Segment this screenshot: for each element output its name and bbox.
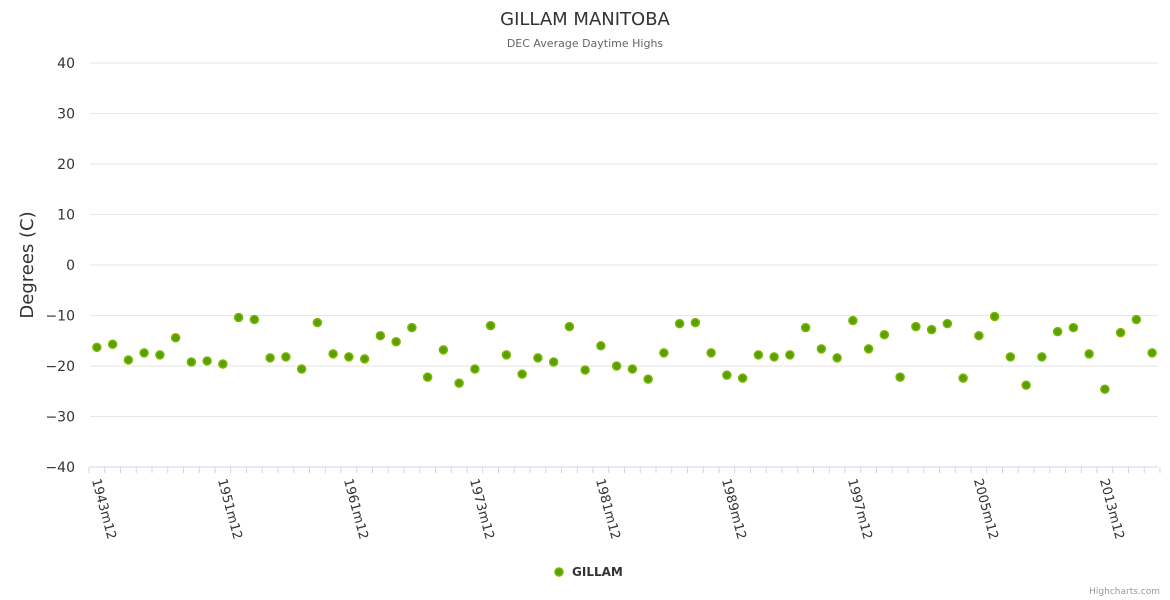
data-point[interactable] — [848, 315, 858, 326]
y-tick-label: 40 — [57, 56, 75, 72]
data-point[interactable] — [1115, 327, 1126, 338]
data-point[interactable] — [564, 321, 575, 332]
data-point[interactable] — [769, 352, 779, 362]
data-point[interactable] — [296, 364, 307, 374]
y-tick-label: 0 — [66, 258, 75, 274]
data-point[interactable] — [611, 361, 622, 371]
data-point[interactable] — [233, 312, 244, 323]
y-tick-label: −20 — [45, 359, 75, 375]
data-point[interactable] — [1052, 326, 1063, 337]
y-tick-label: 10 — [57, 208, 75, 224]
x-tick-label: 2013m12 — [1096, 477, 1127, 541]
data-point[interactable] — [123, 355, 134, 365]
data-point[interactable] — [737, 373, 748, 383]
data-point[interactable] — [328, 349, 338, 359]
legend-item-gillam[interactable]: GILLAM — [554, 565, 623, 579]
y-axis-ticks: 40 30 20 10 0 −10 −20 −30 −40 — [45, 56, 75, 476]
x-tick-label: 1981m12 — [592, 477, 623, 541]
data-point[interactable] — [1021, 380, 1031, 390]
data-point[interactable] — [407, 322, 417, 333]
data-point[interactable] — [580, 365, 590, 375]
x-tick-label: 1951m12 — [214, 477, 245, 541]
data-point[interactable] — [249, 314, 260, 325]
y-tick-label: −30 — [45, 410, 75, 426]
data-point[interactable] — [391, 337, 401, 347]
data-point[interactable] — [139, 348, 149, 358]
data-point[interactable] — [107, 339, 118, 350]
data-point[interactable] — [942, 318, 953, 329]
data-point[interactable] — [753, 350, 764, 360]
data-point[interactable] — [627, 364, 638, 374]
data-point[interactable] — [1037, 352, 1047, 362]
data-point[interactable] — [800, 322, 811, 333]
data-point[interactable] — [422, 372, 433, 382]
legend-label[interactable]: GILLAM — [572, 565, 623, 579]
data-point[interactable] — [674, 318, 685, 329]
x-tick-label: 1997m12 — [844, 477, 875, 541]
data-point[interactable] — [926, 324, 937, 335]
data-point[interactable] — [344, 352, 354, 362]
legend-marker — [554, 567, 564, 577]
series-gillam[interactable] — [92, 311, 1157, 394]
x-tick-label: 1973m12 — [466, 477, 497, 541]
data-point[interactable] — [1147, 348, 1157, 358]
data-point[interactable] — [186, 357, 197, 367]
x-tick-label: 1989m12 — [718, 477, 749, 541]
y-axis-title: Degrees (C) — [17, 211, 38, 318]
y-tick-label: 30 — [57, 107, 75, 123]
data-point[interactable] — [1100, 384, 1110, 394]
data-point[interactable] — [895, 372, 905, 382]
data-point[interactable] — [548, 357, 559, 367]
data-point[interactable] — [911, 321, 921, 332]
data-point[interactable] — [281, 352, 291, 362]
x-tick-label: 2005m12 — [970, 477, 1001, 541]
chart-subtitle: DEC Average Daytime Highs — [507, 37, 664, 50]
x-axis: 1943m12 1951m12 1961m12 1973m12 1981m12 1989m… — [88, 466, 1161, 541]
data-point[interactable] — [958, 373, 968, 383]
data-point[interactable] — [659, 348, 669, 358]
data-point[interactable] — [170, 332, 181, 343]
data-point[interactable] — [470, 364, 480, 374]
data-point[interactable] — [706, 348, 716, 358]
data-point[interactable] — [722, 370, 732, 380]
y-tick-label: 20 — [57, 157, 75, 173]
chart-title: GILLAM MANITOBA — [500, 9, 670, 30]
data-point[interactable] — [454, 378, 464, 388]
data-point[interactable] — [312, 317, 323, 328]
data-point[interactable] — [218, 359, 228, 369]
data-point[interactable] — [974, 330, 984, 341]
data-point[interactable] — [438, 345, 449, 355]
data-point[interactable] — [1005, 352, 1016, 362]
data-point[interactable] — [596, 341, 606, 351]
data-point[interactable] — [989, 311, 1000, 322]
x-tick-label: 1943m12 — [88, 477, 119, 541]
credits-link[interactable]: Highcharts.com — [1089, 587, 1160, 597]
data-point[interactable] — [690, 317, 701, 328]
y-tick-label: −10 — [45, 309, 75, 325]
data-point[interactable] — [92, 342, 102, 353]
data-point[interactable] — [1068, 322, 1079, 333]
data-point[interactable] — [533, 353, 543, 363]
data-point[interactable] — [202, 356, 212, 366]
data-point[interactable] — [816, 344, 827, 354]
data-point[interactable] — [485, 320, 496, 331]
data-point[interactable] — [832, 353, 842, 363]
data-point[interactable] — [1084, 349, 1094, 359]
data-point[interactable] — [359, 354, 370, 364]
x-tick-label: 1961m12 — [340, 477, 371, 541]
data-point[interactable] — [1131, 314, 1142, 325]
grid-lines — [90, 62, 1158, 417]
data-point[interactable] — [375, 330, 386, 341]
data-point[interactable] — [265, 353, 275, 363]
y-tick-label: −40 — [45, 460, 75, 476]
data-point[interactable] — [863, 344, 874, 354]
data-point[interactable] — [501, 350, 512, 360]
data-point[interactable] — [879, 329, 890, 340]
data-point[interactable] — [643, 374, 653, 384]
data-point[interactable] — [517, 369, 527, 379]
data-point[interactable] — [155, 350, 165, 360]
data-point[interactable] — [785, 350, 795, 360]
